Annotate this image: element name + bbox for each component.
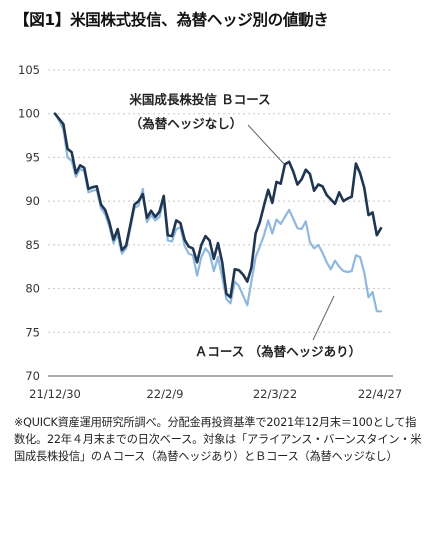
series-lines xyxy=(53,112,383,313)
x-tick-label: 22/2/9 xyxy=(146,387,183,401)
y-tick-label: 75 xyxy=(25,325,40,339)
y-tick-label: 85 xyxy=(25,238,40,252)
y-tick-label: 70 xyxy=(25,369,40,383)
annotation-leader-a xyxy=(312,295,335,341)
y-tick-label: 80 xyxy=(25,282,40,296)
series-annotations: 米国成長株投信 Ｂコース （為替ヘッジなし） Ａコース （為替ヘッジあり） xyxy=(128,92,361,359)
x-axis-tick-labels: 21/12/30 22/2/9 22/3/22 22/4/27 xyxy=(29,387,402,401)
annotation-series-a: Ａコース （為替ヘッジあり） xyxy=(195,344,361,359)
annotation-series-b-sub: （為替ヘッジなし） xyxy=(130,116,243,131)
y-tick-label: 90 xyxy=(25,194,40,208)
y-tick-label: 95 xyxy=(25,150,40,164)
y-tick-label: 105 xyxy=(18,63,40,77)
annotation-leader-b xyxy=(247,124,285,165)
chart-title: 【図1】米国株式投信、為替ヘッジ別の値動き xyxy=(14,11,329,29)
y-tick-label: 100 xyxy=(18,107,40,121)
y-axis-tick-labels: 70 75 80 85 90 95 100 105 xyxy=(18,63,40,383)
line-chart: 70 75 80 85 90 95 100 105 21/12/30 22/2/9 22/3/22… xyxy=(18,63,402,401)
x-tick-label: 21/12/30 xyxy=(29,387,81,401)
series-line-b xyxy=(53,112,383,299)
source-note: ※QUICK資産運用研究所調べ。分配金再投資基準で2021年12月末＝100とし… xyxy=(14,416,422,463)
series-line-a xyxy=(53,112,383,313)
annotation-series-b-name: 米国成長株投信 Ｂコース xyxy=(128,92,270,107)
x-tick-label: 22/4/27 xyxy=(358,387,402,401)
x-tick-label: 22/3/22 xyxy=(253,387,297,401)
